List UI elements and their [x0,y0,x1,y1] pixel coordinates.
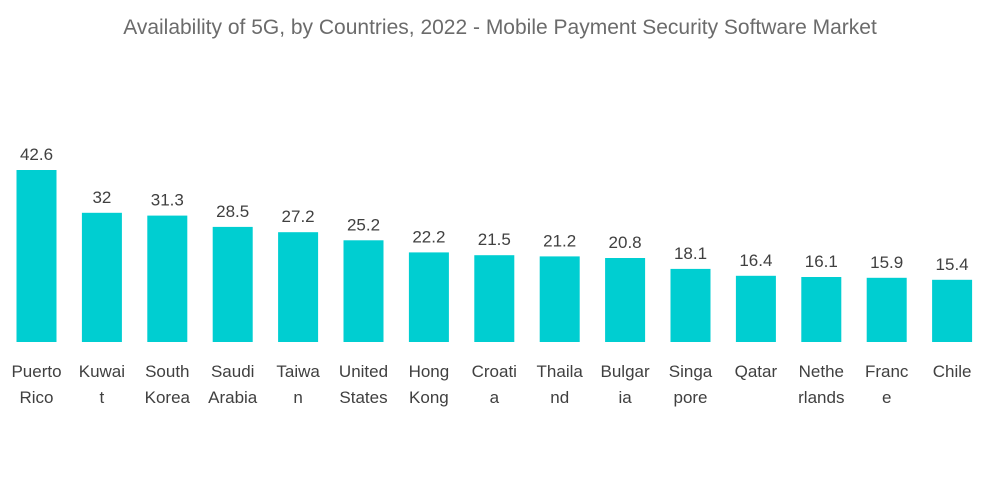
category-label-2-line-1: Korea [145,388,191,407]
value-label-7: 21.5 [478,230,511,249]
category-label-12-line-1: rlands [798,388,844,407]
category-label-3-line-0: Saudi [211,362,254,381]
category-label-12-line-0: Nethe [799,362,844,381]
category-label-11-line-0: Qatar [735,362,778,381]
bar-3 [212,226,253,342]
value-label-10: 18.1 [674,244,707,263]
category-label-13-line-1: e [882,388,891,407]
value-label-8: 21.2 [543,231,576,250]
category-label-1-line-1: t [100,388,105,407]
bar-7 [474,255,515,342]
bar-8 [539,256,580,342]
category-label-7-line-1: a [490,388,500,407]
value-label-5: 25.2 [347,215,380,234]
value-label-4: 27.2 [282,207,315,226]
value-label-0: 42.6 [20,145,53,164]
bar-0 [16,170,57,342]
category-label-6-line-1: Kong [409,388,449,407]
value-label-3: 28.5 [216,202,249,221]
category-label-0-line-1: Rico [19,388,53,407]
bar-14 [932,279,973,342]
category-label-14-line-0: Chile [933,362,972,381]
value-label-12: 16.1 [805,252,838,271]
category-label-2-line-0: South [145,362,189,381]
category-label-0-line-0: Puerto [11,362,61,381]
category-label-8-line-1: nd [550,388,569,407]
category-label-5-line-1: States [339,388,387,407]
value-label-1: 32 [92,188,111,207]
bar-13 [866,277,907,342]
bar-1 [81,212,122,342]
category-label-4-line-1: n [293,388,302,407]
value-label-2: 31.3 [151,191,184,210]
category-label-10-line-1: pore [673,388,707,407]
category-label-5-line-0: United [339,362,388,381]
bar-6 [408,252,449,342]
value-label-11: 16.4 [739,251,772,270]
bar-5 [343,240,384,342]
value-label-9: 20.8 [609,233,642,252]
category-label-1-line-0: Kuwai [79,362,125,381]
value-label-13: 15.9 [870,253,903,272]
bar-12 [801,277,842,342]
category-label-9-line-0: Bulgar [601,362,650,381]
category-label-8-line-0: Thaila [537,362,584,381]
bar-10 [670,268,711,342]
bar-9 [605,258,646,342]
category-label-3-line-1: Arabia [208,388,258,407]
bar-2 [147,215,188,342]
category-label-13-line-0: Franc [865,362,909,381]
category-label-4-line-0: Taiwa [276,362,320,381]
category-label-9-line-1: ia [618,388,632,407]
value-label-6: 22.2 [412,227,445,246]
chart-title: Availability of 5G, by Countries, 2022 -… [123,16,877,39]
category-label-10-line-0: Singa [669,362,713,381]
category-label-6-line-0: Hong [409,362,450,381]
category-label-7-line-0: Croati [472,362,517,381]
value-label-14: 15.4 [936,255,969,274]
bar-4 [278,232,319,342]
bar-11 [735,275,776,342]
